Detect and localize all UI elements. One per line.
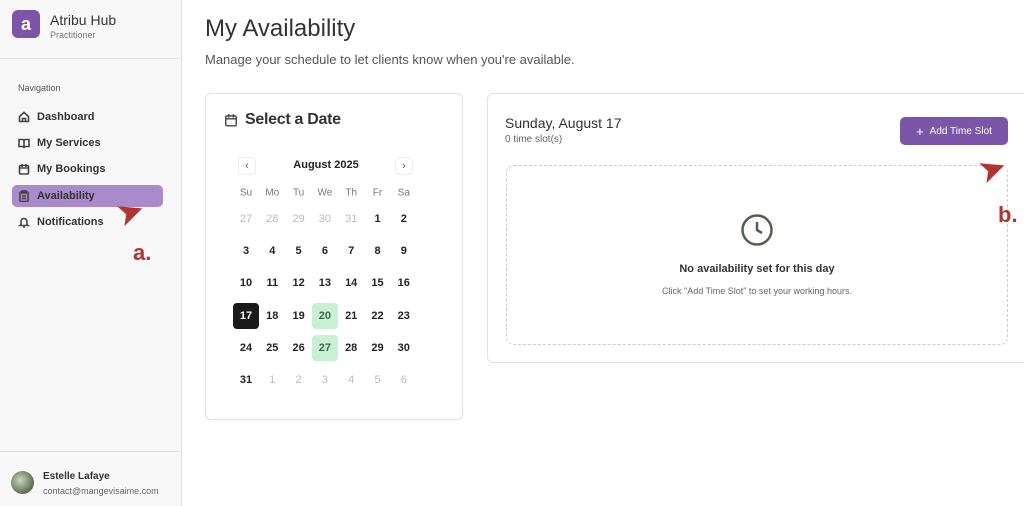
plus-icon: + bbox=[916, 123, 924, 139]
app-role: Practitioner bbox=[50, 30, 96, 40]
calendar-day[interactable]: 2 bbox=[295, 374, 302, 386]
bell-icon bbox=[18, 217, 30, 228]
add-time-slot-label: Add Time Slot bbox=[929, 125, 992, 137]
page-title: My Availability bbox=[205, 15, 356, 42]
sidebar-item-label: My Services bbox=[37, 137, 101, 149]
calendar-day[interactable]: 7 bbox=[348, 245, 355, 258]
empty-state: No availability set for this day Click "… bbox=[506, 165, 1008, 345]
divider bbox=[0, 451, 181, 452]
calendar-day[interactable]: 27 bbox=[239, 213, 253, 225]
page-subtitle: Manage your schedule to let clients know… bbox=[205, 52, 575, 67]
annotation-b: b. bbox=[998, 202, 1018, 227]
sidebar-item-label: Dashboard bbox=[37, 111, 95, 123]
calendar-day[interactable]: 14 bbox=[345, 277, 358, 290]
calendar-day[interactable]: 21 bbox=[345, 309, 358, 322]
prev-month-button[interactable]: ‹ bbox=[238, 157, 256, 175]
weekday-label: Th bbox=[345, 187, 358, 199]
next-month-button[interactable]: › bbox=[395, 157, 413, 175]
calendar-day[interactable]: 16 bbox=[397, 277, 410, 290]
calendar-heading: Select a Date bbox=[245, 111, 341, 128]
calendar-day[interactable]: 10 bbox=[239, 277, 253, 290]
calendar-day[interactable]: 18 bbox=[266, 309, 279, 322]
clipboard-icon bbox=[19, 190, 29, 202]
day-title: Sunday, August 17 bbox=[505, 115, 622, 131]
weekday-label: Tu bbox=[292, 187, 305, 199]
calendar-day[interactable]: 19 bbox=[292, 309, 305, 322]
clock-icon bbox=[741, 214, 773, 246]
slot-count: 0 time slot(s) bbox=[505, 134, 563, 145]
calendar-day[interactable]: 30 bbox=[397, 341, 410, 354]
calendar-day[interactable]: 27 bbox=[311, 334, 338, 361]
empty-hint: Click "Add Time Slot" to set your workin… bbox=[662, 286, 852, 296]
calendar-day[interactable]: 11 bbox=[266, 277, 279, 290]
day-detail-card: Sunday, August 17 0 time slot(s) + Add T… bbox=[487, 93, 1024, 363]
calendar-day[interactable]: 23 bbox=[397, 309, 410, 322]
calendar-day[interactable]: 17 bbox=[233, 302, 259, 329]
calendar-day[interactable]: 6 bbox=[400, 374, 407, 386]
weekday-label: We bbox=[317, 187, 333, 199]
calendar-day[interactable]: 5 bbox=[374, 374, 381, 386]
sidebar-item-label: My Bookings bbox=[37, 163, 106, 175]
annotation-a: a. bbox=[133, 240, 152, 265]
add-time-slot-button[interactable]: + Add Time Slot bbox=[900, 117, 1008, 145]
calendar-day[interactable]: 1 bbox=[374, 213, 381, 225]
weekday-label: Fr bbox=[372, 187, 383, 199]
calendar-day[interactable]: 3 bbox=[321, 374, 328, 386]
calendar-day[interactable]: 30 bbox=[318, 213, 332, 225]
sidebar: a Atribu Hub Practitioner Navigation Das… bbox=[0, 0, 182, 506]
user-email: contact@mangevisaime.com bbox=[43, 486, 159, 496]
calendar-day[interactable]: 26 bbox=[292, 341, 305, 354]
sidebar-item-availability[interactable]: Availability bbox=[12, 185, 163, 207]
divider bbox=[0, 58, 181, 59]
calendar-icon bbox=[18, 164, 30, 175]
calendar-day[interactable]: 28 bbox=[266, 213, 279, 225]
sidebar-item-label: Availability bbox=[37, 190, 95, 202]
weekday-label: Sa bbox=[397, 187, 410, 199]
calendar-day[interactable]: 5 bbox=[295, 245, 302, 258]
calendar-day[interactable]: 8 bbox=[374, 245, 381, 258]
calendar-day[interactable]: 2 bbox=[400, 213, 407, 225]
calendar-day[interactable]: 9 bbox=[400, 245, 407, 258]
calendar-day[interactable]: 15 bbox=[371, 277, 384, 290]
calendar-day[interactable]: 20 bbox=[311, 302, 338, 329]
sidebar-item-dashboard[interactable]: Dashboard bbox=[12, 106, 163, 128]
weekday-label: Mo bbox=[265, 187, 280, 199]
nav-section-label: Navigation bbox=[18, 83, 61, 93]
calendar-day[interactable]: 29 bbox=[292, 213, 305, 225]
sidebar-item-label: Notifications bbox=[37, 216, 104, 228]
calendar-day[interactable]: 12 bbox=[292, 277, 305, 290]
calendar-day[interactable]: 28 bbox=[345, 341, 358, 354]
calendar-day[interactable]: 6 bbox=[321, 245, 328, 258]
home-icon bbox=[18, 111, 30, 123]
calendar-day[interactable]: 4 bbox=[269, 245, 276, 258]
calendar-day[interactable]: 4 bbox=[348, 374, 355, 386]
month-label: August 2025 bbox=[293, 159, 359, 171]
app-logo: a bbox=[12, 10, 40, 38]
calendar-day[interactable]: 31 bbox=[239, 374, 253, 386]
calendar-day[interactable]: 25 bbox=[266, 341, 279, 354]
empty-title: No availability set for this day bbox=[679, 263, 835, 275]
calendar-day[interactable]: 3 bbox=[242, 245, 250, 258]
book-icon bbox=[18, 138, 30, 149]
calendar-icon bbox=[225, 114, 237, 127]
calendar-day[interactable]: 31 bbox=[345, 213, 358, 225]
sidebar-item-my-bookings[interactable]: My Bookings bbox=[12, 158, 163, 180]
avatar[interactable] bbox=[11, 471, 34, 494]
calendar-day[interactable]: 22 bbox=[371, 309, 384, 322]
calendar-card: Select a Date ‹ › August 2025 Su Mo Tu We Th Fr S… bbox=[205, 93, 463, 420]
calendar-day[interactable]: 13 bbox=[318, 277, 332, 290]
calendar-day[interactable]: 29 bbox=[371, 341, 384, 354]
calendar-day[interactable]: 1 bbox=[269, 374, 276, 386]
sidebar-item-my-services[interactable]: My Services bbox=[12, 132, 163, 154]
app-name: Atribu Hub bbox=[50, 12, 117, 28]
weekday-label: Su bbox=[239, 187, 253, 199]
user-name: Estelle Lafaye bbox=[43, 471, 110, 482]
calendar-day[interactable]: 24 bbox=[239, 341, 253, 354]
sidebar-item-notifications[interactable]: Notifications bbox=[12, 211, 163, 233]
